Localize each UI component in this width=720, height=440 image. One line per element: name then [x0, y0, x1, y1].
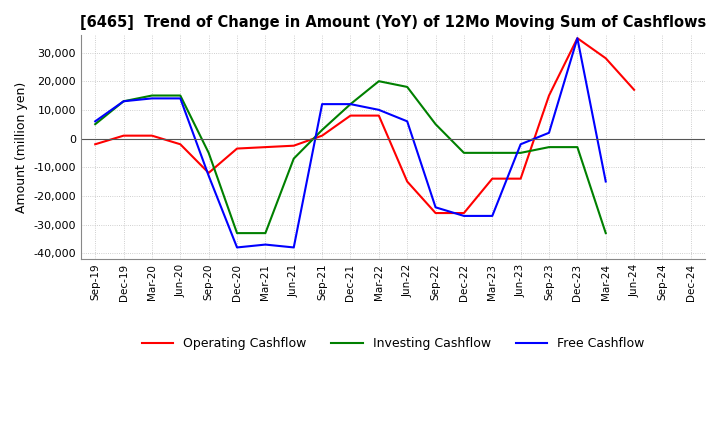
- Free Cashflow: [374, 107, 383, 113]
- Free Cashflow: [516, 142, 525, 147]
- Free Cashflow: [601, 179, 610, 184]
- Free Cashflow: [573, 36, 582, 41]
- Free Cashflow: [261, 242, 270, 247]
- Operating Cashflow: [630, 87, 639, 92]
- Free Cashflow: [431, 205, 440, 210]
- Investing Cashflow: [176, 93, 184, 98]
- Legend: Operating Cashflow, Investing Cashflow, Free Cashflow: Operating Cashflow, Investing Cashflow, …: [137, 332, 649, 355]
- Investing Cashflow: [601, 231, 610, 236]
- Operating Cashflow: [488, 176, 497, 181]
- Operating Cashflow: [120, 133, 128, 138]
- Investing Cashflow: [318, 127, 326, 132]
- Line: Investing Cashflow: Investing Cashflow: [95, 81, 606, 233]
- Operating Cashflow: [318, 133, 326, 138]
- Operating Cashflow: [403, 179, 412, 184]
- Free Cashflow: [488, 213, 497, 219]
- Free Cashflow: [204, 173, 213, 179]
- Free Cashflow: [289, 245, 298, 250]
- Free Cashflow: [120, 99, 128, 104]
- Free Cashflow: [459, 213, 468, 219]
- Operating Cashflow: [204, 170, 213, 176]
- Investing Cashflow: [91, 121, 99, 127]
- Operating Cashflow: [261, 144, 270, 150]
- Free Cashflow: [233, 245, 241, 250]
- Investing Cashflow: [148, 93, 156, 98]
- Operating Cashflow: [233, 146, 241, 151]
- Operating Cashflow: [516, 176, 525, 181]
- Investing Cashflow: [374, 79, 383, 84]
- Investing Cashflow: [431, 121, 440, 127]
- Operating Cashflow: [459, 210, 468, 216]
- Free Cashflow: [545, 130, 554, 136]
- Investing Cashflow: [289, 156, 298, 161]
- Operating Cashflow: [176, 142, 184, 147]
- Free Cashflow: [148, 96, 156, 101]
- Investing Cashflow: [488, 150, 497, 155]
- Free Cashflow: [318, 102, 326, 107]
- Operating Cashflow: [374, 113, 383, 118]
- Operating Cashflow: [573, 36, 582, 41]
- Investing Cashflow: [233, 231, 241, 236]
- Operating Cashflow: [545, 93, 554, 98]
- Investing Cashflow: [459, 150, 468, 155]
- Line: Operating Cashflow: Operating Cashflow: [95, 38, 634, 213]
- Investing Cashflow: [204, 150, 213, 155]
- Title: [6465]  Trend of Change in Amount (YoY) of 12Mo Moving Sum of Cashflows: [6465] Trend of Change in Amount (YoY) o…: [80, 15, 706, 30]
- Operating Cashflow: [346, 113, 355, 118]
- Operating Cashflow: [91, 142, 99, 147]
- Free Cashflow: [403, 119, 412, 124]
- Operating Cashflow: [601, 55, 610, 61]
- Investing Cashflow: [403, 84, 412, 90]
- Free Cashflow: [91, 119, 99, 124]
- Investing Cashflow: [545, 144, 554, 150]
- Line: Free Cashflow: Free Cashflow: [95, 38, 606, 247]
- Investing Cashflow: [573, 144, 582, 150]
- Investing Cashflow: [516, 150, 525, 155]
- Investing Cashflow: [261, 231, 270, 236]
- Investing Cashflow: [120, 99, 128, 104]
- Free Cashflow: [176, 96, 184, 101]
- Free Cashflow: [346, 102, 355, 107]
- Operating Cashflow: [289, 143, 298, 148]
- Investing Cashflow: [346, 102, 355, 107]
- Operating Cashflow: [431, 210, 440, 216]
- Y-axis label: Amount (million yen): Amount (million yen): [15, 81, 28, 213]
- Operating Cashflow: [148, 133, 156, 138]
